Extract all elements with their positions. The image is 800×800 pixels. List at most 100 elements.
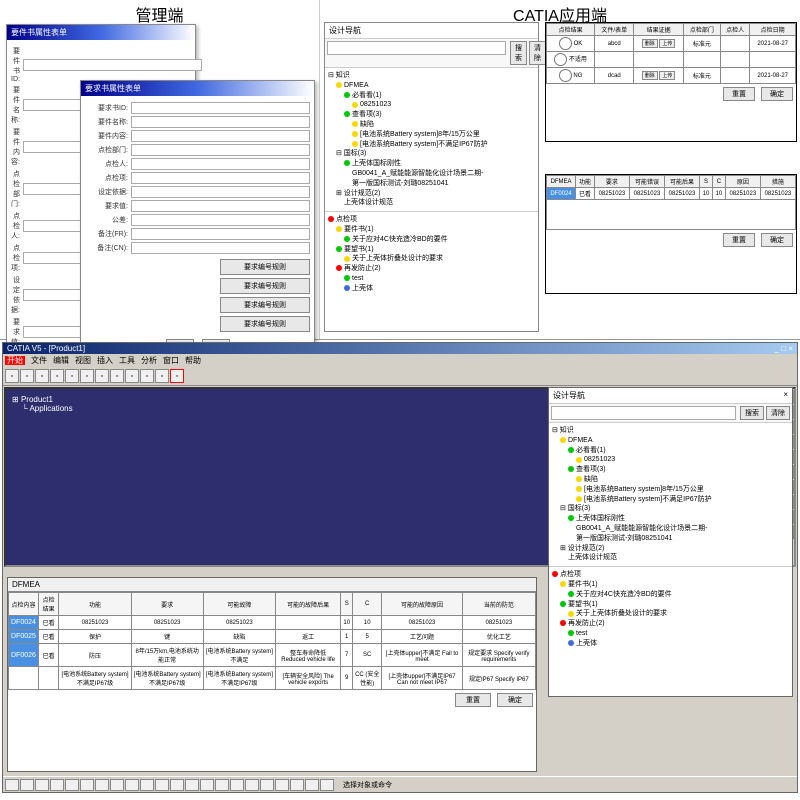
status-icon[interactable]: [80, 779, 94, 791]
menu-item[interactable]: 插入: [97, 356, 113, 365]
toolbar-icon[interactable]: ▫: [20, 369, 34, 383]
search-input[interactable]: [551, 406, 736, 420]
reset-button[interactable]: 重置: [455, 693, 491, 707]
close-icon[interactable]: ×: [305, 83, 310, 94]
catia-title-bar: CATIA V5 - [Product1] _ □ ×: [3, 343, 797, 354]
status-icon[interactable]: [95, 779, 109, 791]
status-icon[interactable]: [140, 779, 154, 791]
dfmea-small-table: DFMEA功能要求可能错误可能后果SC原因措施DF0024已看082510230…: [545, 174, 797, 294]
action-button[interactable]: 上传: [659, 39, 675, 48]
status-icon[interactable]: [305, 779, 319, 791]
status-icon[interactable]: [200, 779, 214, 791]
search-button[interactable]: 搜索: [510, 41, 527, 65]
close-icon[interactable]: ×: [788, 344, 793, 353]
toolbar-icon[interactable]: ▫: [65, 369, 79, 383]
catia-toolbar[interactable]: ▫▫▫▫▫▫▫▫▫▫▫▫: [3, 367, 797, 386]
catia-status-bar: 选择对象或命令: [3, 776, 797, 792]
menu-item[interactable]: 帮助: [185, 356, 201, 365]
rule-button[interactable]: 要求编号规则: [220, 297, 310, 313]
design-nav-panel-2: 设计导航× 搜索 清除 ⊟ 知识 DFMEA 必看看(1) 08251023 查…: [548, 387, 793, 697]
catia-spec-tree[interactable]: ⊞ Product1 └ Applications: [12, 395, 73, 413]
window-title-1: 要件书属性表单×: [7, 25, 195, 40]
toolbar-icon[interactable]: ▫: [140, 369, 154, 383]
toolbar-icon[interactable]: ▫: [110, 369, 124, 383]
menu-item[interactable]: 分析: [141, 356, 157, 365]
status-icon[interactable]: [230, 779, 244, 791]
menu-item[interactable]: 文件: [31, 356, 47, 365]
confirm-button[interactable]: 确定: [497, 693, 533, 707]
menu-item[interactable]: 编辑: [53, 356, 69, 365]
close-icon[interactable]: ×: [186, 27, 191, 38]
status-icon[interactable]: [170, 779, 184, 791]
toolbar-icon[interactable]: ▫: [5, 369, 19, 383]
menu-item[interactable]: 开始: [5, 356, 25, 365]
toolbar-icon[interactable]: ▫: [50, 369, 64, 383]
rule-button[interactable]: 要求编号规则: [220, 278, 310, 294]
result-radio[interactable]: [559, 69, 572, 82]
action-button[interactable]: 删除: [642, 39, 658, 48]
catia-main-window: CATIA V5 - [Product1] _ □ × 开始文件编辑视图插入工具…: [2, 342, 798, 793]
status-icon[interactable]: [245, 779, 259, 791]
form-field[interactable]: [131, 116, 310, 128]
status-icon[interactable]: [155, 779, 169, 791]
rule-button[interactable]: 要求编号规则: [220, 316, 310, 332]
status-icon[interactable]: [110, 779, 124, 791]
form-field[interactable]: [131, 130, 310, 142]
rule-button[interactable]: 要求编号规则: [220, 259, 310, 275]
toolbar-icon[interactable]: ▫: [155, 369, 169, 383]
reset-button[interactable]: 重置: [723, 87, 755, 101]
inspection-table: 点检结果文件/表单结果证据点检部门点检人点检日期 OKabcd删除 上传标准元2…: [545, 22, 797, 142]
form-field[interactable]: [131, 158, 310, 170]
toolbar-icon[interactable]: ▫: [170, 369, 184, 383]
window-title-2: 要求书属性表单×: [81, 81, 314, 96]
confirm-button[interactable]: 确定: [761, 233, 793, 247]
catia-menu-bar[interactable]: 开始文件编辑视图插入工具分析窗口帮助: [3, 354, 797, 367]
panel-title: 设计导航: [325, 23, 538, 39]
minimize-icon[interactable]: _: [775, 344, 779, 353]
maximize-icon[interactable]: □: [781, 344, 786, 353]
form-field[interactable]: [131, 172, 310, 184]
dfmea-panel-title: DFMEA: [8, 578, 536, 592]
action-button[interactable]: 上传: [659, 71, 675, 80]
form-field[interactable]: [131, 102, 310, 114]
form-field[interactable]: [131, 242, 310, 254]
clear-button[interactable]: 清除: [529, 41, 546, 65]
form-field[interactable]: [23, 59, 202, 71]
toolbar-icon[interactable]: ▫: [35, 369, 49, 383]
form-field[interactable]: [131, 186, 310, 198]
form-field[interactable]: [131, 200, 310, 212]
status-icon[interactable]: [215, 779, 229, 791]
action-button[interactable]: 删除: [642, 71, 658, 80]
dfmea-panel: DFMEA 点检内容点检结果功能要求可能故障可能的故障后果SC可能的故障原因当前…: [7, 577, 537, 772]
toolbar-icon[interactable]: ▫: [125, 369, 139, 383]
status-icon[interactable]: [320, 779, 334, 791]
status-icon[interactable]: [35, 779, 49, 791]
result-radio[interactable]: [554, 53, 567, 66]
status-icon[interactable]: [5, 779, 19, 791]
form-field[interactable]: [131, 144, 310, 156]
form-field[interactable]: [131, 228, 310, 240]
menu-item[interactable]: 视图: [75, 356, 91, 365]
menu-item[interactable]: 窗口: [163, 356, 179, 365]
search-input[interactable]: [327, 41, 506, 55]
search-button[interactable]: 搜索: [740, 406, 764, 420]
status-icon[interactable]: [185, 779, 199, 791]
confirm-button[interactable]: 确定: [761, 87, 793, 101]
status-icon[interactable]: [50, 779, 64, 791]
design-nav-panel: 设计导航 搜索 清除 ⊟ 知识 DFMEA 必看看(1) 08251023 查看…: [324, 22, 539, 332]
status-icon[interactable]: [125, 779, 139, 791]
status-icon[interactable]: [260, 779, 274, 791]
clear-button[interactable]: 清除: [766, 406, 790, 420]
status-icon[interactable]: [20, 779, 34, 791]
close-icon[interactable]: ×: [783, 390, 788, 401]
status-icon[interactable]: [275, 779, 289, 791]
form-window-2: 要求书属性表单× 要求书ID:要件名称:要件内容:点检部门:点检人:点检项:设定…: [80, 80, 315, 360]
status-icon[interactable]: [65, 779, 79, 791]
status-icon[interactable]: [290, 779, 304, 791]
reset-button[interactable]: 重置: [723, 233, 755, 247]
form-field[interactable]: [131, 214, 310, 226]
menu-item[interactable]: 工具: [119, 356, 135, 365]
toolbar-icon[interactable]: ▫: [80, 369, 94, 383]
result-radio[interactable]: [559, 37, 572, 50]
toolbar-icon[interactable]: ▫: [95, 369, 109, 383]
